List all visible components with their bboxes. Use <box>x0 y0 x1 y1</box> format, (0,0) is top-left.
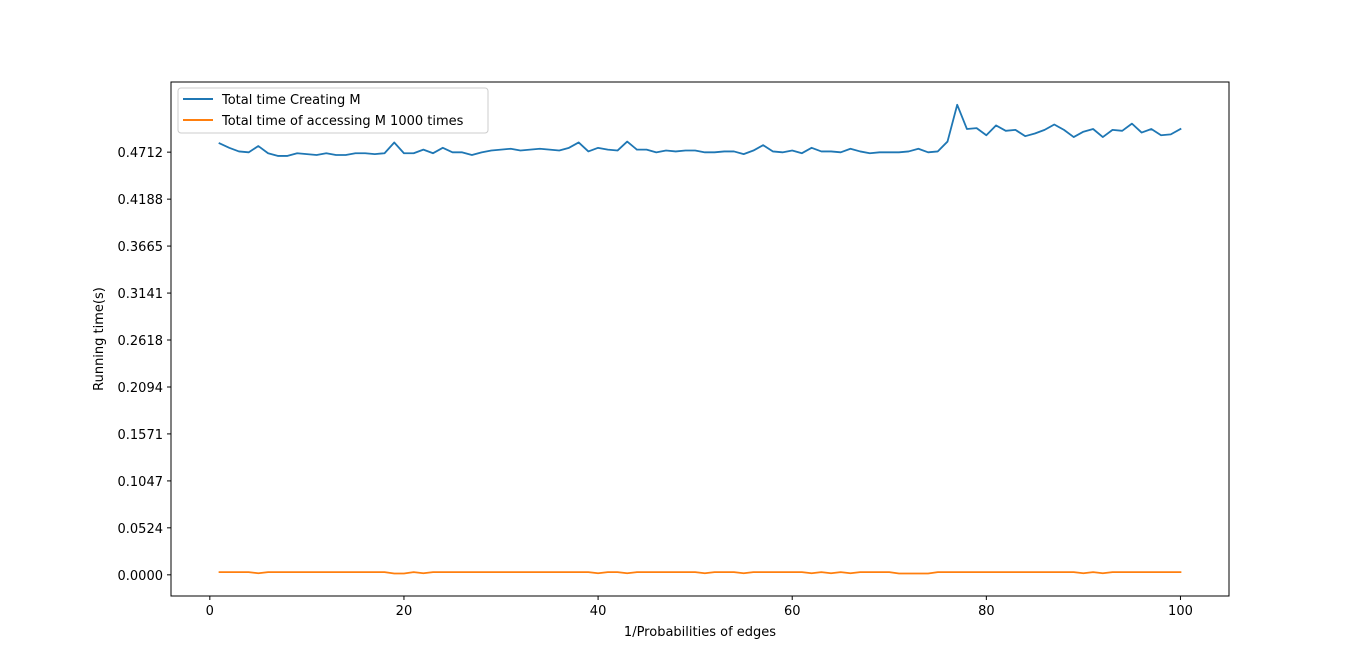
y-tick-label: 0.2094 <box>118 381 164 396</box>
y-tick-label: 0.1571 <box>118 428 164 443</box>
y-axis-label: Running time(s) <box>92 287 107 391</box>
x-axis-ticks: 0 20 40 60 80 100 <box>206 596 1193 619</box>
y-tick-label: 0.4712 <box>118 146 164 161</box>
x-tick-label: 80 <box>978 604 995 619</box>
y-tick-label: 0.3141 <box>118 287 164 302</box>
y-tick-label: 0.0524 <box>118 522 164 537</box>
legend-label-accessing: Total time of accessing M 1000 times <box>221 114 464 129</box>
legend-box <box>177 87 489 134</box>
y-tick-label: 0.3665 <box>118 240 164 255</box>
x-tick-label: 100 <box>1168 604 1193 619</box>
legend-label-creating: Total time Creating M <box>221 93 361 108</box>
x-tick-label: 0 <box>206 604 214 619</box>
y-tick-label: 0.4188 <box>118 193 164 208</box>
y-axis-ticks: 0.0000 0.0524 0.1047 0.1571 0.2094 0.2618 0.31… <box>118 146 171 584</box>
series-line-creating <box>218 103 1182 157</box>
x-tick-label: 20 <box>396 604 413 619</box>
y-tick-label: 0.2618 <box>118 334 164 349</box>
x-tick-label: 60 <box>784 604 801 619</box>
legend: Total time Creating M Total time of acce… <box>177 87 489 134</box>
y-tick-label: 0.0000 <box>118 569 164 584</box>
plot-area <box>218 103 1182 575</box>
x-axis-label: 1/Probabilities of edges <box>624 625 776 640</box>
series-line-accessing <box>218 571 1182 575</box>
y-tick-label: 0.1047 <box>118 475 164 490</box>
x-tick-label: 40 <box>590 604 607 619</box>
axes-frame <box>170 81 1230 597</box>
